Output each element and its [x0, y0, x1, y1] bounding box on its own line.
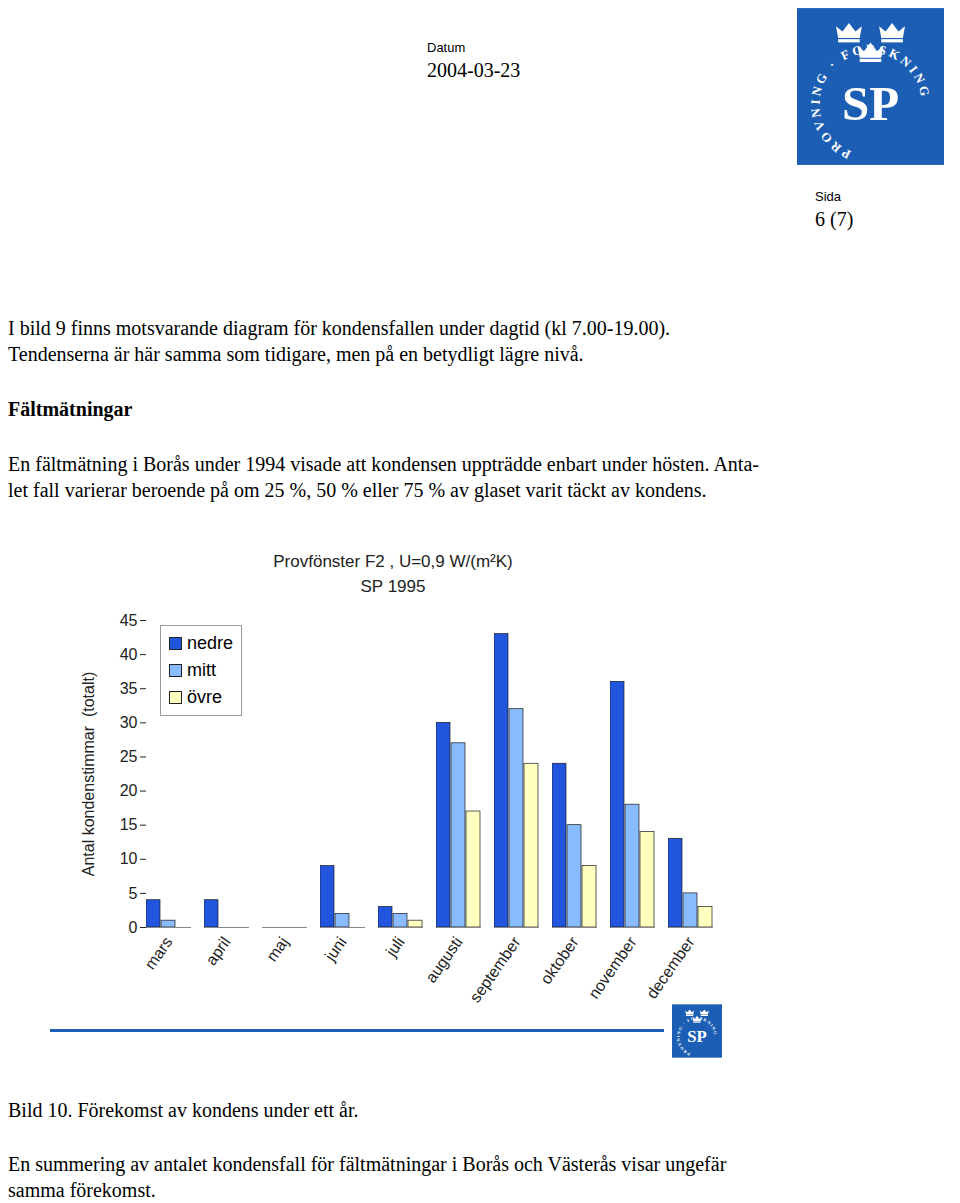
svg-text:40: 40	[120, 646, 138, 663]
html-text:Fältmätningar: Fältmätningar	[8, 398, 133, 420]
svg-text:10: 10	[120, 850, 138, 867]
html-text:Datum: Datum	[427, 40, 466, 55]
svg-text:juni: juni	[321, 934, 350, 965]
svg-text:juli: juli	[382, 934, 408, 961]
html-text:En fältmätning i Borås under 1: En fältmätning i Borås under 1994 visade…	[8, 453, 759, 475]
svg-text:PROVNING · FORSKNING: PROVNING · FORSKNING	[808, 42, 932, 161]
svg-text:oktober: oktober	[537, 933, 582, 987]
svg-text:15: 15	[120, 816, 138, 833]
svg-text:25: 25	[120, 748, 138, 765]
svg-text:Antal kondenstimmar (totalt): Antal kondenstimmar (totalt)	[80, 672, 97, 877]
svg-text:november: november	[585, 933, 640, 1002]
html-text:Sida: Sida	[815, 189, 841, 204]
html-text:En summering av antalet konden: En summering av antalet kondensfall för …	[8, 1153, 727, 1175]
svg-text:5: 5	[129, 885, 138, 902]
html-text:Bild 10. Förekomst av kondens: Bild 10. Förekomst av kondens under ett …	[8, 1099, 359, 1121]
html-text:Provfönster F2 , U=0,9 W/(m²K): Provfönster F2 , U=0,9 W/(m²K)	[273, 552, 513, 571]
html-text:Tendenserna är här samma som t: Tendenserna är här samma som tidigare, m…	[8, 343, 584, 365]
svg-text:35: 35	[120, 680, 138, 697]
svg-text:mars: mars	[141, 934, 175, 973]
svg-text:SP: SP	[687, 1027, 706, 1046]
html-text:6 (7): 6 (7)	[815, 208, 854, 230]
svg-text:45: 45	[120, 612, 138, 629]
html-text:SP 1995: SP 1995	[360, 577, 426, 596]
html-text:mitt: mitt	[187, 660, 216, 680]
html-text:samma förekomst.: samma förekomst.	[8, 1179, 156, 1201]
html-text:nedre: nedre	[187, 633, 233, 653]
svg-text:0: 0	[129, 919, 138, 936]
svg-text:maj: maj	[263, 934, 292, 965]
svg-text:PROVNING · FORSKNING: PROVNING · FORSKNING	[676, 1016, 719, 1057]
svg-text:20: 20	[120, 782, 138, 799]
svg-text:december: december	[643, 933, 698, 1002]
html-text:övre: övre	[187, 687, 222, 707]
svg-text:april: april	[202, 934, 233, 969]
svg-text:30: 30	[120, 714, 138, 731]
svg-text:september: september	[466, 933, 524, 1005]
html-text:let fall varierar beroende på: let fall varierar beroende på om 25 %, 5…	[8, 479, 707, 501]
html-text:2004-03-23: 2004-03-23	[427, 59, 521, 81]
html-text:I bild 9 finns motsvarande dia: I bild 9 finns motsvarande diagram för k…	[8, 317, 671, 339]
svg-text:augusti: augusti	[422, 934, 466, 986]
svg-text:SP: SP	[842, 76, 899, 131]
